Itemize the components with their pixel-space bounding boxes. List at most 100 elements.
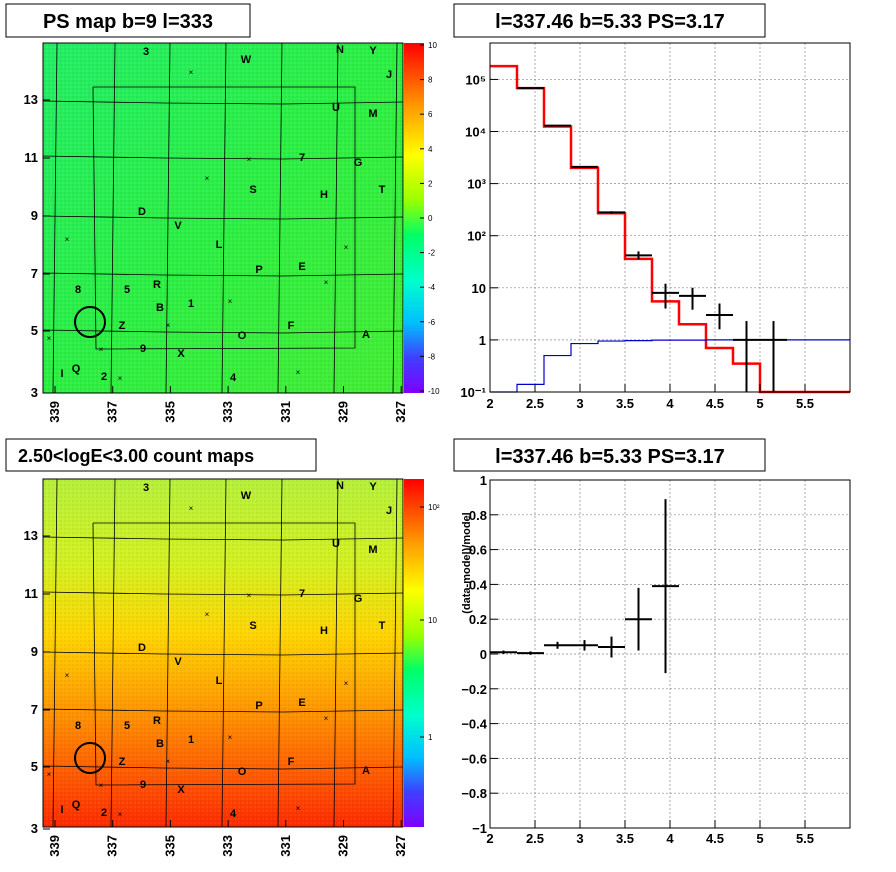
residual-x-tick-label: 5.5 bbox=[796, 831, 814, 846]
source-label: 8 bbox=[75, 284, 81, 296]
map-x-tick-label: 327 bbox=[393, 401, 408, 423]
ps-colorbar-tick-label: 4 bbox=[428, 145, 433, 154]
source-cross-mark: × bbox=[247, 155, 252, 164]
source-label: W bbox=[241, 54, 252, 66]
source-label: A bbox=[362, 765, 370, 777]
residual-y-tick-label: −0.4 bbox=[461, 717, 487, 732]
source-cross-mark: × bbox=[205, 610, 210, 619]
source-label: F bbox=[288, 320, 295, 332]
source-label: 1 bbox=[188, 298, 194, 310]
map-y-tick-label: 13 bbox=[24, 92, 38, 107]
map-y-tick-label: 7 bbox=[31, 266, 38, 281]
residual-series bbox=[490, 499, 679, 674]
source-label: Z bbox=[119, 756, 126, 768]
grid-longitude-line bbox=[277, 478, 283, 828]
residual-y-tick-label: −0.6 bbox=[461, 751, 487, 766]
residual-y-axis-label: (data-model)/model bbox=[461, 512, 473, 613]
grid-latitude-line bbox=[42, 100, 404, 105]
source-label: O bbox=[238, 330, 247, 342]
grid-latitude-line bbox=[42, 651, 404, 656]
residual-x-tick-label: 4 bbox=[666, 831, 674, 846]
spectrum-panel: 2 2.5 3 3.5 4 4.5 5 5.5 10⁵ 10⁴ 10³ 10² 10 1 10⁻¹ bbox=[460, 42, 851, 411]
data-point bbox=[706, 303, 733, 330]
source-label: Y bbox=[369, 481, 377, 493]
source-label: B bbox=[156, 738, 164, 750]
map-y-tick-label: 9 bbox=[31, 208, 38, 223]
residual-point bbox=[571, 640, 598, 651]
source-label: T bbox=[379, 620, 386, 632]
data-point bbox=[625, 251, 652, 260]
grid-longitude-line bbox=[52, 42, 58, 394]
source-label: Z bbox=[119, 320, 126, 332]
source-label: 7 bbox=[299, 588, 305, 600]
source-label: 2 bbox=[101, 807, 107, 819]
source-cross-mark: × bbox=[65, 235, 70, 244]
residual-x-tick-label: 2 bbox=[486, 831, 493, 846]
count-map-panel: 10² 10 1 3 W N YJ M U 7 G S H T D V L P E 8 5 RB 1 Z O F A 9 X I Q 2 4 ×… bbox=[24, 478, 440, 857]
ps-map-grid bbox=[42, 42, 404, 394]
residual-point bbox=[652, 499, 679, 674]
source-label: 5 bbox=[124, 284, 130, 296]
ps-colorbar-tick-label: -8 bbox=[428, 352, 436, 361]
map-y-tick-label: 9 bbox=[31, 644, 38, 659]
map-y-tick-label: 11 bbox=[24, 150, 38, 165]
ps-colorbar-tick-label: 0 bbox=[428, 214, 433, 223]
ps-colorbar-tick-label: 10 bbox=[428, 41, 437, 50]
source-label: N bbox=[336, 44, 344, 56]
source-label: U bbox=[332, 538, 340, 550]
source-label: 2 bbox=[101, 371, 107, 383]
map-y-tick-label: 11 bbox=[24, 586, 38, 601]
ps-colorbar bbox=[404, 43, 424, 393]
grid-latitude-line bbox=[42, 155, 404, 160]
map-x-tick-label: 333 bbox=[220, 401, 235, 423]
source-cross-mark: × bbox=[228, 733, 233, 742]
residual-axes: 2 2.5 3 3.5 4 4.5 5 5.5 1 0.8 0.6 0.4 0.2 0 −0.2 −0.4 −0… bbox=[461, 473, 814, 846]
roi-boundary bbox=[92, 522, 356, 786]
source-label: 1 bbox=[188, 734, 194, 746]
residual-x-tick-label: 5 bbox=[756, 831, 763, 846]
source-cross-mark: × bbox=[324, 278, 329, 287]
map-x-tick-label: 335 bbox=[162, 835, 177, 857]
source-label: G bbox=[354, 593, 363, 605]
target-source-circle bbox=[74, 306, 106, 338]
source-label: E bbox=[298, 261, 305, 273]
map-y-tick-label: 13 bbox=[24, 528, 38, 543]
source-label: E bbox=[298, 697, 305, 709]
grid-longitude-line bbox=[221, 42, 227, 394]
map-x-tick-label: 339 bbox=[47, 835, 62, 857]
ps-colorbar-tick-label: 8 bbox=[428, 76, 433, 85]
spectrum-x-tick-label: 4.5 bbox=[706, 396, 724, 411]
data-point bbox=[652, 283, 679, 309]
source-label: 5 bbox=[124, 720, 130, 732]
source-label: X bbox=[177, 784, 185, 796]
source-cross-mark: × bbox=[99, 781, 104, 790]
residual-x-tick-label: 3 bbox=[576, 831, 583, 846]
source-cross-mark: × bbox=[344, 243, 349, 252]
map-x-tick-label: 335 bbox=[162, 401, 177, 423]
source-cross-mark: × bbox=[296, 368, 301, 377]
grid-longitude-line bbox=[277, 42, 283, 394]
residual-point bbox=[490, 650, 517, 654]
data-point bbox=[679, 287, 706, 310]
residual-point bbox=[625, 587, 652, 651]
source-label: 4 bbox=[230, 372, 237, 384]
grid-latitude-line bbox=[42, 536, 404, 541]
residual-y-tick-label: −0.2 bbox=[461, 682, 487, 697]
source-cross-mark: × bbox=[189, 68, 194, 77]
source-label: Q bbox=[72, 363, 81, 375]
spectrum-axes: 2 2.5 3 3.5 4 4.5 5 5.5 10⁵ 10⁴ 10³ 10² 10 1 10⁻¹ bbox=[460, 72, 814, 411]
bl-title-box bbox=[5, 438, 317, 472]
source-label: 7 bbox=[299, 152, 305, 164]
ps-colorbar-tick-label: -10 bbox=[428, 387, 440, 396]
source-label: D bbox=[138, 642, 146, 654]
grid-longitude-line bbox=[221, 478, 227, 828]
source-cross-mark: × bbox=[344, 679, 349, 688]
ps-map-frame bbox=[42, 42, 404, 394]
residual-y-tick-label: 0.2 bbox=[469, 612, 487, 627]
source-cross-mark: × bbox=[47, 770, 52, 779]
map-y-tick-label: 7 bbox=[31, 702, 38, 717]
source-label: 8 bbox=[75, 720, 81, 732]
source-label: R bbox=[153, 715, 161, 727]
spectrum-y-tick-label: 10 bbox=[472, 281, 486, 296]
data-point bbox=[598, 211, 625, 214]
